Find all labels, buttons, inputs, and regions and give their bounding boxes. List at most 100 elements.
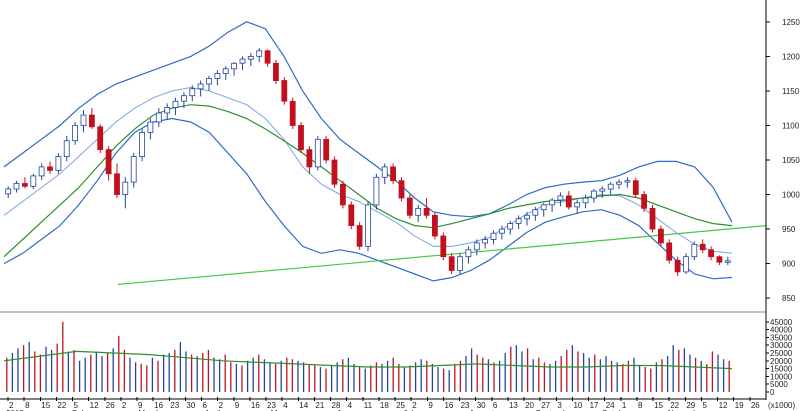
volume-unit-label: (x1000)	[768, 401, 795, 410]
candle-body	[172, 100, 179, 108]
candle-body	[55, 156, 62, 171]
price-tick-label: 1050	[782, 156, 800, 165]
candle-body	[540, 204, 547, 211]
volume-tick-label: 40000	[770, 326, 793, 335]
day-tick-label: 26	[751, 401, 760, 410]
volume-tick-label: 35000	[770, 333, 793, 342]
candle-body	[189, 88, 196, 97]
day-tick-label: 23	[170, 401, 179, 410]
candle-body	[206, 78, 212, 85]
day-tick-label: 17	[590, 401, 599, 410]
candle-body	[38, 166, 45, 177]
day-tick-label: 5	[702, 401, 707, 410]
candle-body	[63, 140, 70, 157]
candle-body	[473, 242, 480, 251]
volume-tick-label: 25000	[770, 349, 793, 358]
day-tick-label: 15	[41, 401, 50, 410]
candle-body	[565, 195, 572, 208]
candle-body	[5, 188, 12, 195]
day-tick-label: 2	[122, 401, 127, 410]
candle-body	[632, 180, 639, 195]
volume-tick-label: 10000	[770, 372, 793, 381]
candle-body	[457, 256, 463, 271]
volume-tick-label: 45000	[770, 318, 793, 327]
day-tick-label: 2	[9, 401, 14, 410]
candle-body	[448, 256, 455, 271]
candle-body	[507, 223, 514, 230]
candle-body	[591, 190, 597, 199]
candle-body	[348, 204, 355, 226]
day-tick-label: 9	[138, 401, 143, 410]
candle-body	[440, 235, 447, 258]
candle-body	[406, 197, 413, 216]
candle-body	[674, 259, 681, 273]
day-tick-label: 26	[106, 401, 115, 410]
day-tick-label: 14	[299, 401, 308, 410]
day-tick-label: 12	[719, 401, 728, 410]
candle-body	[147, 121, 154, 133]
day-tick-label: 19	[735, 401, 744, 410]
bollinger-lower-band	[3, 117, 733, 282]
candle-body	[465, 249, 472, 258]
month-label: June	[337, 409, 355, 411]
day-tick-label: 9	[235, 401, 240, 410]
day-tick-label: 9	[428, 401, 433, 410]
day-tick-label: 13	[509, 401, 518, 410]
day-tick-label: 16	[444, 401, 453, 410]
candle-body	[289, 100, 296, 126]
price-tick-label: 900	[782, 260, 796, 269]
month-label: February	[72, 409, 104, 411]
day-tick-label: 8	[25, 401, 30, 410]
candle-body	[13, 183, 20, 190]
candle-body	[607, 183, 614, 190]
day-tick-label: 8	[638, 401, 643, 410]
candle-body	[72, 125, 78, 142]
candle-body	[691, 243, 698, 258]
price-tick-label: 1000	[782, 191, 800, 200]
month-label: April	[205, 409, 221, 411]
moving-average-line	[3, 104, 733, 258]
candle-body	[256, 50, 263, 57]
candle-body	[365, 204, 371, 247]
candle-body	[155, 112, 162, 123]
candle-body	[549, 199, 555, 206]
day-tick-label: 2	[219, 401, 224, 410]
candle-body	[699, 243, 706, 251]
candle-body	[557, 195, 564, 201]
day-tick-label: 30	[186, 401, 195, 410]
candle-body	[599, 188, 606, 192]
candle-body	[30, 175, 37, 187]
candle-body	[708, 249, 714, 258]
day-tick-label: 4	[283, 401, 288, 410]
day-tick-label: 21	[315, 401, 324, 410]
day-tick-label: 24	[606, 401, 615, 410]
day-tick-label: 22	[57, 401, 66, 410]
day-tick-label: 12	[90, 401, 99, 410]
candle-body	[524, 214, 530, 220]
price-tick-label: 850	[782, 294, 796, 303]
day-tick-label: 2	[412, 401, 417, 410]
candle-body	[331, 159, 338, 185]
day-tick-label: 18	[380, 401, 389, 410]
day-tick-label: 1	[622, 401, 627, 410]
candle-body	[281, 80, 288, 102]
day-tick-label: 11	[364, 401, 373, 410]
candle-body	[624, 180, 631, 183]
candle-body	[616, 181, 622, 185]
day-tick-label: 4	[348, 401, 353, 410]
candle-body	[89, 114, 95, 128]
day-tick-label: 29	[686, 401, 695, 410]
day-tick-label: 20	[525, 401, 534, 410]
day-tick-label: 6	[493, 401, 498, 410]
candle-body	[47, 166, 53, 171]
candle-body	[716, 256, 723, 263]
candle-body	[306, 149, 313, 168]
candle-body	[666, 242, 673, 261]
volume-tick-label: 0	[770, 388, 775, 397]
candle-body	[314, 138, 321, 168]
price-tick-label: 1200	[782, 52, 800, 61]
candle-body	[21, 183, 28, 187]
candle-body	[264, 50, 271, 64]
candle-body	[431, 214, 438, 237]
day-tick-label: 3	[557, 401, 562, 410]
